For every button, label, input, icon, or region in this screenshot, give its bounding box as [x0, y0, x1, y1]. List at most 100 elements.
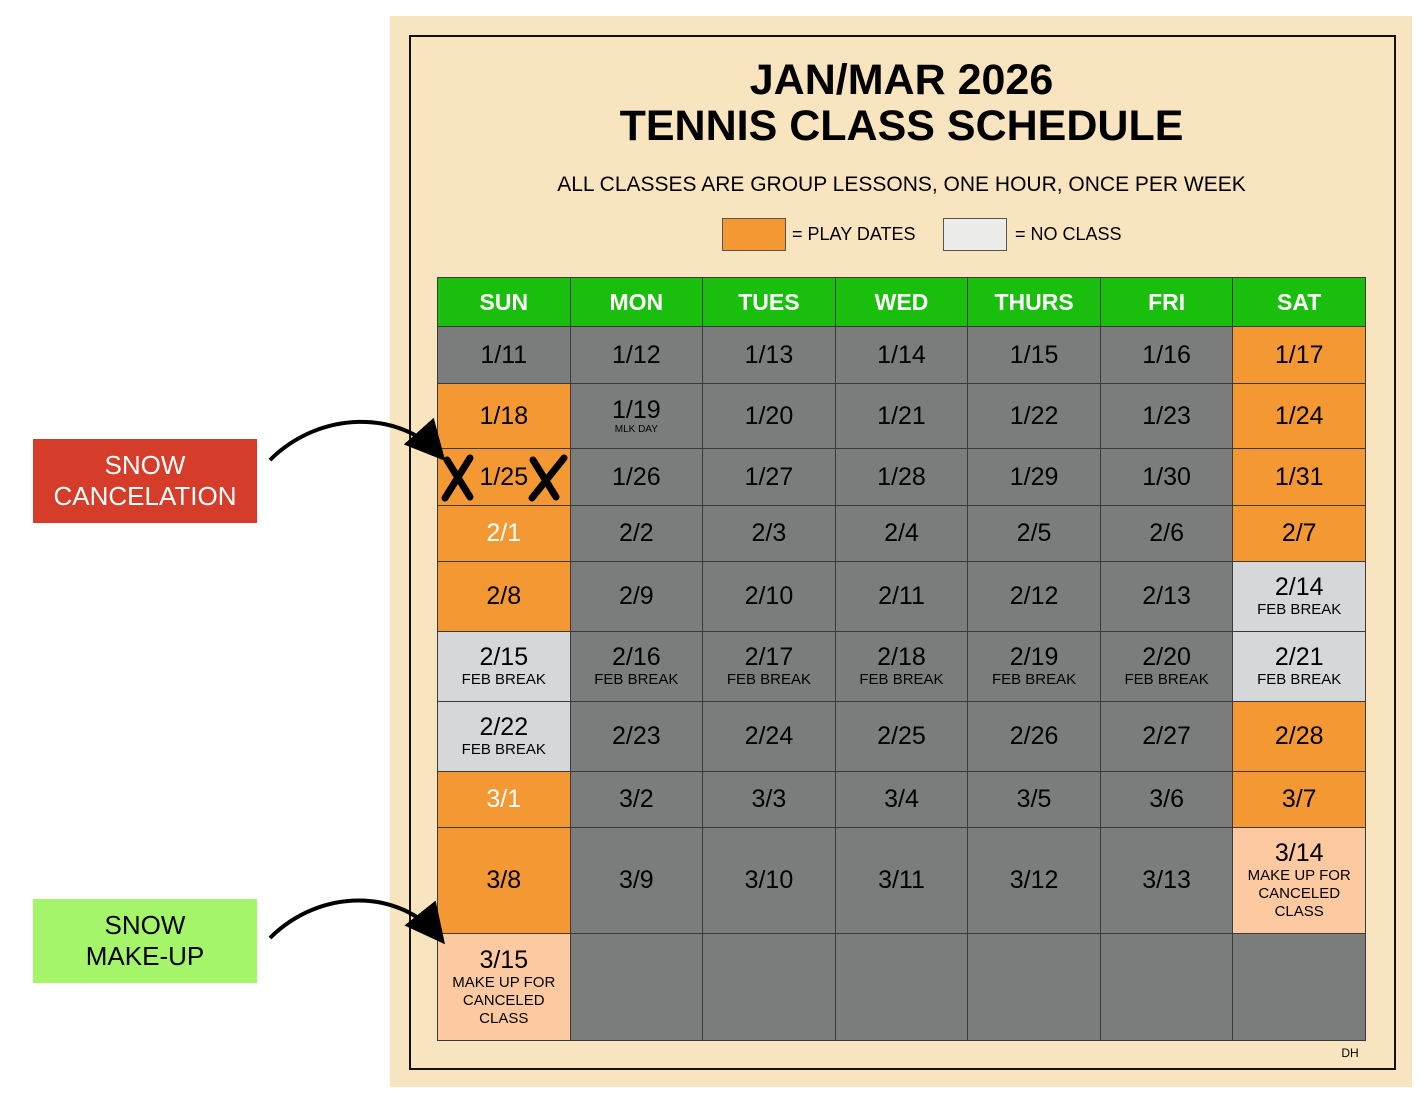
cell-date: 2/17 [744, 643, 794, 671]
cell-date: 3/2 [618, 785, 654, 813]
calendar-cell: 1/13 [702, 326, 836, 384]
calendar-cell: 3/9 [569, 827, 704, 934]
calendar-cell: 3/7 [1232, 771, 1366, 828]
cell-date: 2/9 [618, 582, 654, 610]
cell-date: 3/10 [744, 866, 794, 894]
cell-date: 2/21 [1274, 643, 1324, 671]
cell-date: 2/3 [751, 519, 787, 547]
calendar-cell: 2/13 [1099, 561, 1234, 632]
calendar-cell: 2/16 FEB BREAK [569, 631, 704, 702]
calendar-cell [1099, 933, 1234, 1041]
cell-note: FEB BREAK [461, 741, 546, 758]
cell-date: 1/27 [744, 462, 794, 491]
legend-label: = PLAY DATES [792, 224, 916, 244]
cell-date: 1/21 [877, 401, 926, 430]
cell-date: 1/18 [479, 401, 529, 430]
cell-date: 1/23 [1142, 401, 1191, 430]
calendar-cell: 3/12 [967, 827, 1101, 934]
cell-date: 3/5 [1016, 785, 1052, 813]
cell-note: MAKE UP FOR CANCELED CLASS [1247, 867, 1351, 920]
cell-date: 1/29 [1009, 462, 1059, 491]
cell-date: 2/15 [479, 643, 529, 671]
calendar-cell: 2/26 [967, 701, 1101, 772]
calendar-cell: 1/20 [702, 383, 836, 449]
cell-date: 2/1 [486, 519, 522, 547]
calendar-cell: 2/15 FEB BREAK [437, 631, 571, 702]
calendar-cell: 1/24 [1232, 383, 1366, 449]
calendar-cell [834, 933, 969, 1041]
cell-date: 1/30 [1142, 462, 1191, 491]
cell-date: 1/15 [1009, 340, 1059, 369]
cell-date: 3/4 [884, 785, 919, 813]
calendar-cell: 3/2 [569, 771, 704, 828]
cell-date: 1/13 [744, 340, 794, 369]
calendar-cell: 2/20 FEB BREAK [1099, 631, 1234, 702]
arrow [268, 417, 446, 462]
cell-date: 1/24 [1274, 401, 1324, 430]
cell-date: 1/12 [612, 340, 661, 369]
column-header: TUES [702, 277, 836, 327]
cell-note: FEB BREAK [461, 671, 546, 688]
calendar-cell: 3/14 MAKE UP FOR CANCELED CLASS [1232, 827, 1366, 934]
title: TENNIS CLASS SCHEDULE [619, 102, 1184, 150]
cell-date: 2/27 [1142, 722, 1191, 750]
cell-date: 1/28 [877, 462, 926, 491]
cell-date: 2/7 [1281, 519, 1317, 547]
column-header: MON [569, 277, 704, 327]
calendar-cell: 3/5 [967, 771, 1101, 828]
calendar-cell: 1/29 [967, 448, 1101, 506]
calendar-cell: 2/27 [1099, 701, 1234, 772]
footer: DH [1341, 1046, 1359, 1060]
cell-date: 2/8 [486, 582, 522, 610]
cell-note: FEB BREAK [991, 671, 1077, 688]
cell-date: 2/2 [618, 519, 654, 547]
cell-date: 2/5 [1016, 519, 1052, 547]
calendar-cell: 1/14 [834, 326, 969, 384]
cell-date: 2/20 [1142, 643, 1191, 671]
calendar-cell: 1/12 [569, 326, 704, 384]
cell-date: 3/6 [1149, 785, 1184, 813]
cell-note: FEB BREAK [859, 671, 944, 688]
annotation: SNOW CANCELATION [33, 439, 257, 523]
poster-border [409, 35, 1396, 1070]
calendar-cell: 2/3 [702, 505, 836, 562]
cell-date: 2/4 [884, 519, 919, 547]
cell-date: 2/28 [1274, 722, 1324, 750]
cell-date: 3/1 [486, 785, 522, 813]
calendar-cell: 1/31 [1232, 448, 1366, 506]
calendar-cell: 2/2 [569, 505, 704, 562]
cell-date: 3/9 [618, 866, 654, 894]
cell-note: FEB BREAK [1124, 671, 1209, 688]
cell-date: 1/14 [877, 340, 926, 369]
calendar-cell: 2/25 [834, 701, 969, 772]
calendar-cell: 2/6 [1099, 505, 1234, 562]
cell-date: 2/25 [877, 722, 926, 750]
calendar-cell: 1/15 [967, 326, 1101, 384]
arrow [268, 898, 446, 945]
cell-date: 2/12 [1009, 582, 1059, 610]
cell-date: 2/23 [612, 722, 661, 750]
cell-note: FEB BREAK [1257, 671, 1342, 688]
calendar-cell: 2/7 [1232, 505, 1366, 562]
cell-date: 2/26 [1009, 722, 1059, 750]
calendar-cell: 2/9 [569, 561, 704, 632]
cell-note: MAKE UP FOR CANCELED CLASS [452, 973, 556, 1027]
calendar-cell: 2/21 FEB BREAK [1232, 631, 1366, 702]
calendar-cell: 2/12 [967, 561, 1101, 632]
cell-date: 3/12 [1009, 866, 1059, 894]
column-header: SAT [1232, 277, 1366, 327]
calendar-cell: 2/24 [702, 701, 836, 772]
cell-date: 2/14 [1274, 573, 1324, 601]
calendar-cell: 1/18 [437, 383, 571, 449]
calendar-cell: 2/1 [437, 505, 571, 562]
cell-date: 2/18 [877, 643, 926, 671]
cell-date: 1/25 [479, 462, 529, 491]
cell-note: FEB BREAK [594, 671, 679, 688]
calendar-cell: 3/6 [1099, 771, 1234, 828]
calendar-cell [702, 933, 836, 1041]
legend-swatch [943, 218, 1007, 251]
calendar-cell: 1/22 [967, 383, 1101, 449]
calendar-cell: 1/23 [1099, 383, 1234, 449]
cell-date: 3/3 [751, 785, 787, 813]
legend-swatch [722, 218, 786, 251]
